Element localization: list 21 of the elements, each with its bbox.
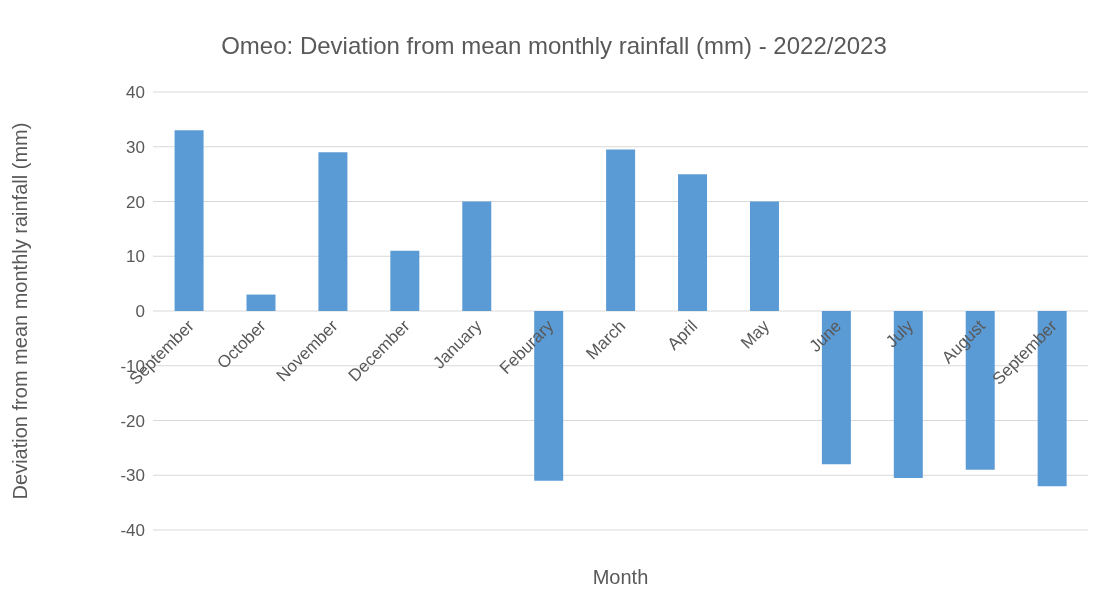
bar: [390, 250, 420, 311]
bar: [749, 201, 779, 311]
bar: [678, 174, 708, 311]
y-tick-label: 20: [126, 192, 145, 212]
x-axis-title: Month: [592, 566, 649, 588]
bar: [318, 152, 348, 311]
y-tick-label: -40: [120, 521, 145, 541]
y-tick-label: 40: [126, 83, 145, 103]
bar: [246, 294, 276, 311]
chart-title: Omeo: Deviation from mean monthly rainfall (mm) - 2022/2023: [220, 32, 888, 60]
bar: [174, 130, 204, 311]
bar: [462, 201, 492, 311]
x-tick-label: July: [882, 316, 918, 352]
y-tick-label: 10: [126, 247, 145, 267]
y-tick-label: -20: [120, 411, 145, 431]
y-tick-label: 30: [126, 137, 145, 157]
y-axis-title: Deviation from mean monthly rainfall (mm): [9, 122, 32, 500]
bar: [606, 149, 636, 311]
y-tick-label: 0: [135, 302, 145, 322]
y-tick-label: -30: [120, 466, 145, 486]
x-tick-label: May: [737, 316, 774, 353]
